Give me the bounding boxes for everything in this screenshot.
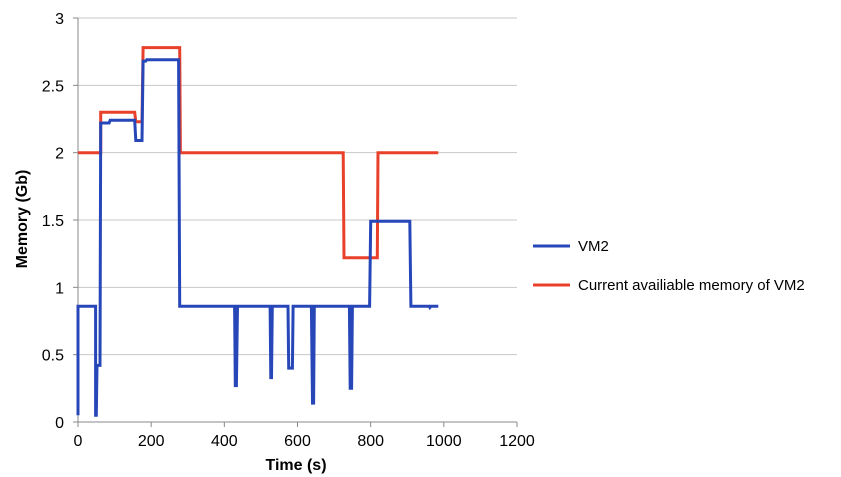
y-tick-label: 1 (55, 280, 64, 297)
x-tick-label: 1000 (426, 433, 462, 450)
y-axis-title: Memory (Gb) (14, 170, 31, 269)
y-tick-label: 2.5 (42, 78, 64, 95)
x-tick-label: 800 (357, 433, 384, 450)
x-tick-label: 200 (138, 433, 165, 450)
gridlines (78, 17, 517, 356)
x-tick-label: 1200 (499, 433, 535, 450)
tick-labels: 0 200 400 600 800 1000 1200 0 0.5 1 1.5 2 2.5 3 (42, 11, 535, 450)
x-tick-label: 0 (74, 433, 83, 450)
series-line-available-memory (78, 46, 439, 260)
legend-label: VM2 (578, 238, 609, 255)
series-line-vm2 (76, 58, 439, 417)
x-axis-title: Time (s) (265, 457, 326, 474)
series-lines (76, 46, 439, 417)
legend-label: Current availiable memory of VM2 (578, 277, 805, 294)
y-tick-label: 2 (55, 146, 64, 163)
legend: VM2 Current availiable memory of VM2 (533, 238, 805, 294)
axes (73, 17, 518, 427)
y-tick-label: 0 (55, 415, 64, 432)
x-tick-label: 600 (284, 433, 311, 450)
y-tick-label: 3 (55, 11, 64, 28)
x-tick-label: 400 (211, 433, 238, 450)
y-tick-label: 1.5 (42, 213, 64, 230)
y-tick-label: 0.5 (42, 348, 64, 365)
